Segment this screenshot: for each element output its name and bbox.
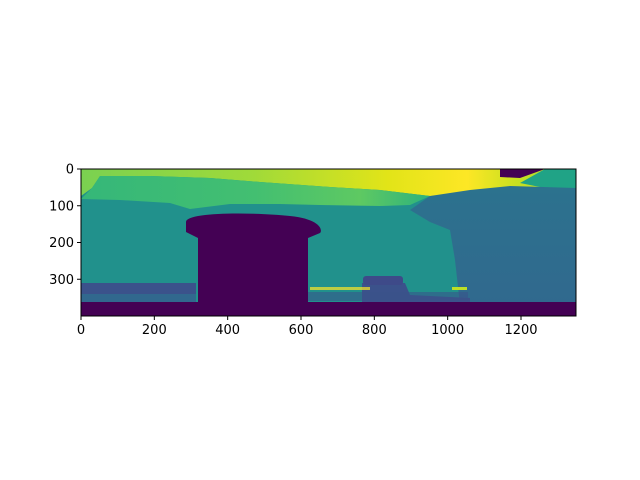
x-tick-label: 1200 [504,323,537,338]
y-tick-label: 100 [49,199,74,214]
y-tick-label: 300 [49,273,74,288]
axes: 0 200 400 600 800 1000 1200 0 100 200 300 [49,163,577,338]
y-tick-label: 200 [49,236,74,251]
y-tick-label: 0 [66,163,74,178]
heatmap-image [81,169,576,316]
x-tick-label: 800 [362,323,387,338]
x-tick-label: 200 [142,323,167,338]
x-tick-label: 1000 [431,323,464,338]
y-axis-ticks: 0 100 200 300 [49,163,81,288]
x-tick-label: 600 [289,323,314,338]
x-axis-ticks: 0 200 400 600 800 1000 1200 [77,316,538,338]
x-tick-label: 400 [215,323,240,338]
x-tick-label: 0 [77,323,85,338]
